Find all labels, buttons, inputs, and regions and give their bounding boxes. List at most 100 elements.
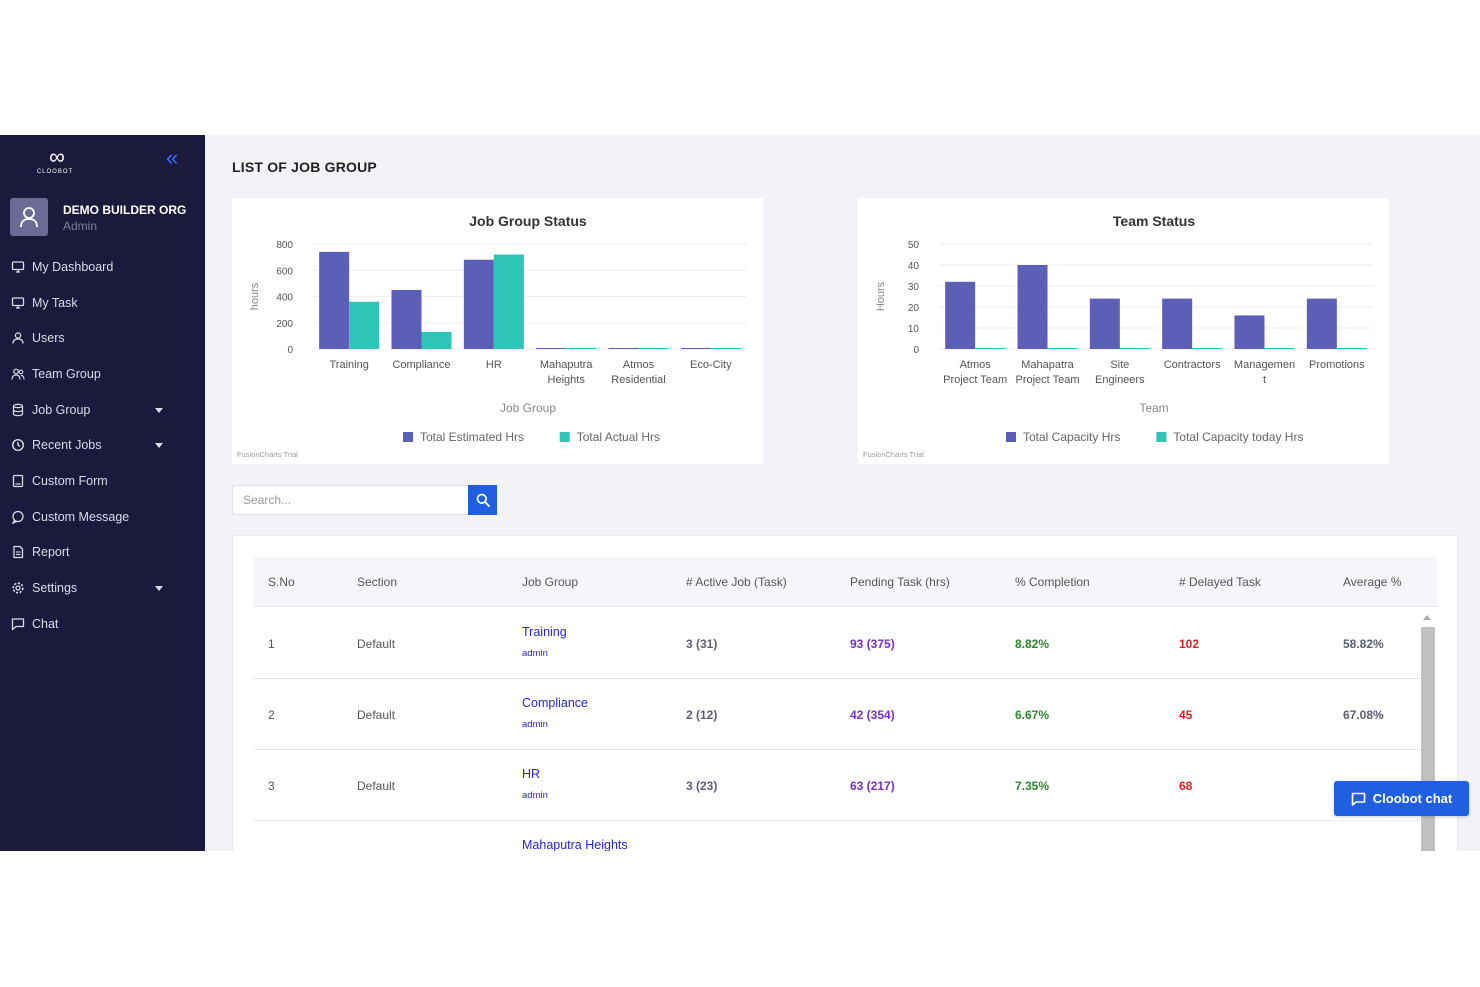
cell-pending-tasks: 63 (217) [850, 779, 895, 793]
collapse-sidebar-icon[interactable]: « [166, 145, 179, 170]
x-tick-label: Residential [611, 374, 665, 386]
bar-total-capacity-hrs [1234, 315, 1265, 349]
sidebar-item-label: Team Group [32, 366, 101, 381]
bar-total-actual-hrs [421, 331, 452, 349]
search-button[interactable] [468, 485, 497, 515]
legend-label: Total Capacity Hrs [1023, 430, 1120, 444]
user-profile[interactable]: DEMO BUILDER ORG Admin [10, 198, 200, 236]
cloobot-chat-button[interactable]: Cloobot chat [1334, 781, 1469, 816]
x-tick-label: Engineers [1095, 374, 1145, 386]
chevron-down-icon[interactable] [155, 586, 163, 592]
sidebar: ∞ CLOOBOT « DEMO BUILDER ORG Admin My Da… [0, 135, 205, 851]
column-header[interactable]: Pending Task (hrs) [850, 575, 950, 589]
job-group-link[interactable]: HR [522, 767, 541, 781]
monitor-icon [11, 296, 25, 310]
sidebar-item-custom-message[interactable]: Custom Message [0, 499, 205, 535]
bar-total-estimated-hrs [319, 251, 350, 349]
x-tick-label: Eco-City [690, 359, 732, 371]
chevron-down-icon[interactable] [155, 407, 163, 413]
table-row[interactable]: 4DefaultMahaputra Heightsadmin1 (11)254 … [254, 821, 1420, 851]
cell-active-jobs: 2 (12) [686, 708, 718, 722]
x-tick-label: Contractors [1164, 359, 1221, 371]
sidebar-item-custom-form[interactable]: Custom Form [0, 463, 205, 499]
job-group-status-chart: Job Group Status 0 200 400 600 800 hours Traini… [232, 198, 763, 464]
sidebar-item-settings[interactable]: Settings [0, 570, 205, 606]
bar-total-actual-hrs [566, 348, 597, 349]
sidebar-item-label: Report [32, 545, 70, 560]
legend-swatch [1156, 432, 1167, 442]
y-tick-label: 0 [913, 345, 919, 356]
sidebar-item-label: My Dashboard [32, 259, 114, 274]
table-row[interactable]: 1 Default Training admin 3 (31) 93 (375) 8.82%… [254, 608, 1420, 679]
job-group-link[interactable]: Mahaputra Heights [522, 838, 628, 851]
legend-label: Total Actual Hrs [577, 430, 660, 444]
users-icon [11, 367, 25, 381]
column-header[interactable]: Section [357, 575, 398, 589]
chat-bubble-icon [1351, 792, 1366, 806]
logo-text: CLOOBOT [36, 169, 74, 175]
bar-total-capacity-hrs [1017, 265, 1048, 349]
cell-delayed-tasks: 102 [1179, 637, 1200, 651]
search-input[interactable] [232, 485, 469, 515]
legend-swatch [1006, 432, 1016, 442]
sidebar-item-job-group[interactable]: Job Group [0, 392, 205, 428]
table-body: 1 Default Training admin 3 (31) 93 (375) 8.82%… [254, 608, 1420, 851]
database-icon [11, 403, 25, 417]
x-tick-label: Site [1110, 359, 1129, 371]
job-group-status-chart-svg: Job Group Status 0 200 400 600 800 hours Traini… [237, 213, 747, 459]
sidebar-item-report[interactable]: Report [0, 535, 205, 571]
cell-section: Default [357, 637, 396, 651]
sidebar-item-my-dashboard[interactable]: My Dashboard [0, 249, 205, 285]
column-header[interactable]: Average % [1343, 575, 1402, 589]
job-group-link[interactable]: Compliance [522, 696, 589, 710]
cell-sno: 4 [268, 850, 275, 851]
column-header[interactable]: % Completion [1015, 575, 1090, 589]
cell-active-jobs: 3 (23) [686, 779, 718, 793]
y-axis-label: hours [249, 282, 261, 310]
job-group-owner: admin [522, 790, 548, 801]
y-tick-label: 800 [276, 240, 293, 251]
gear-icon [11, 581, 25, 595]
column-header[interactable]: Job Group [522, 575, 579, 589]
x-tick-label: Project Team [1016, 374, 1080, 386]
cell-section: Default [357, 850, 395, 851]
scroll-thumb[interactable] [1421, 627, 1435, 851]
cell-section: Default [357, 708, 396, 722]
bar-total-capacity-today-hrs [975, 348, 1006, 349]
user-avatar-icon [20, 207, 38, 228]
x-axis-label: Job Group [500, 401, 556, 415]
y-tick-label: 50 [908, 240, 920, 251]
scroll-up-icon[interactable] [1423, 615, 1431, 620]
column-header[interactable]: # Delayed Task [1179, 575, 1261, 589]
bar-total-capacity-today-hrs [1192, 348, 1223, 349]
bar-total-capacity-hrs [1162, 298, 1193, 349]
bar-total-capacity-hrs [1306, 298, 1337, 349]
table-row[interactable]: 2 Default Compliance admin 2 (12) 42 (354) 6.6… [254, 679, 1420, 750]
sidebar-item-label: My Task [32, 295, 78, 310]
bar-total-estimated-hrs [391, 289, 422, 349]
bar-total-estimated-hrs [463, 259, 494, 349]
cell-completion: 6.67% [1015, 708, 1050, 722]
job-group-link[interactable]: Training [522, 625, 567, 639]
bar-total-actual-hrs [349, 301, 380, 349]
team-status-chart: Team Status 0 10 20 30 40 50 Hours Atmos Project … [858, 198, 1389, 464]
bar-total-actual-hrs [710, 348, 741, 349]
cell-average: 0% [1343, 850, 1360, 851]
sidebar-item-recent-jobs[interactable]: Recent Jobs [0, 427, 205, 463]
cell-section: Default [357, 779, 396, 793]
sidebar-item-chat[interactable]: Chat [0, 606, 205, 642]
column-header[interactable]: S.No [268, 575, 295, 589]
sidebar-item-team-group[interactable]: Team Group [0, 356, 205, 392]
column-header[interactable]: # Active Job (Task) [686, 575, 787, 589]
cell-delayed-tasks: 45 [1179, 708, 1193, 722]
fusioncharts-watermark: FusionCharts Trial [863, 450, 924, 459]
x-tick-label: Mahapatra [1021, 359, 1074, 371]
bar-total-estimated-hrs [680, 348, 711, 349]
y-tick-label: 600 [276, 266, 293, 277]
sidebar-item-users[interactable]: Users [0, 320, 205, 356]
sidebar-item-my-task[interactable]: My Task [0, 285, 205, 321]
legend-swatch [403, 432, 413, 442]
chevron-down-icon[interactable] [155, 443, 163, 449]
clock-icon [11, 438, 25, 452]
